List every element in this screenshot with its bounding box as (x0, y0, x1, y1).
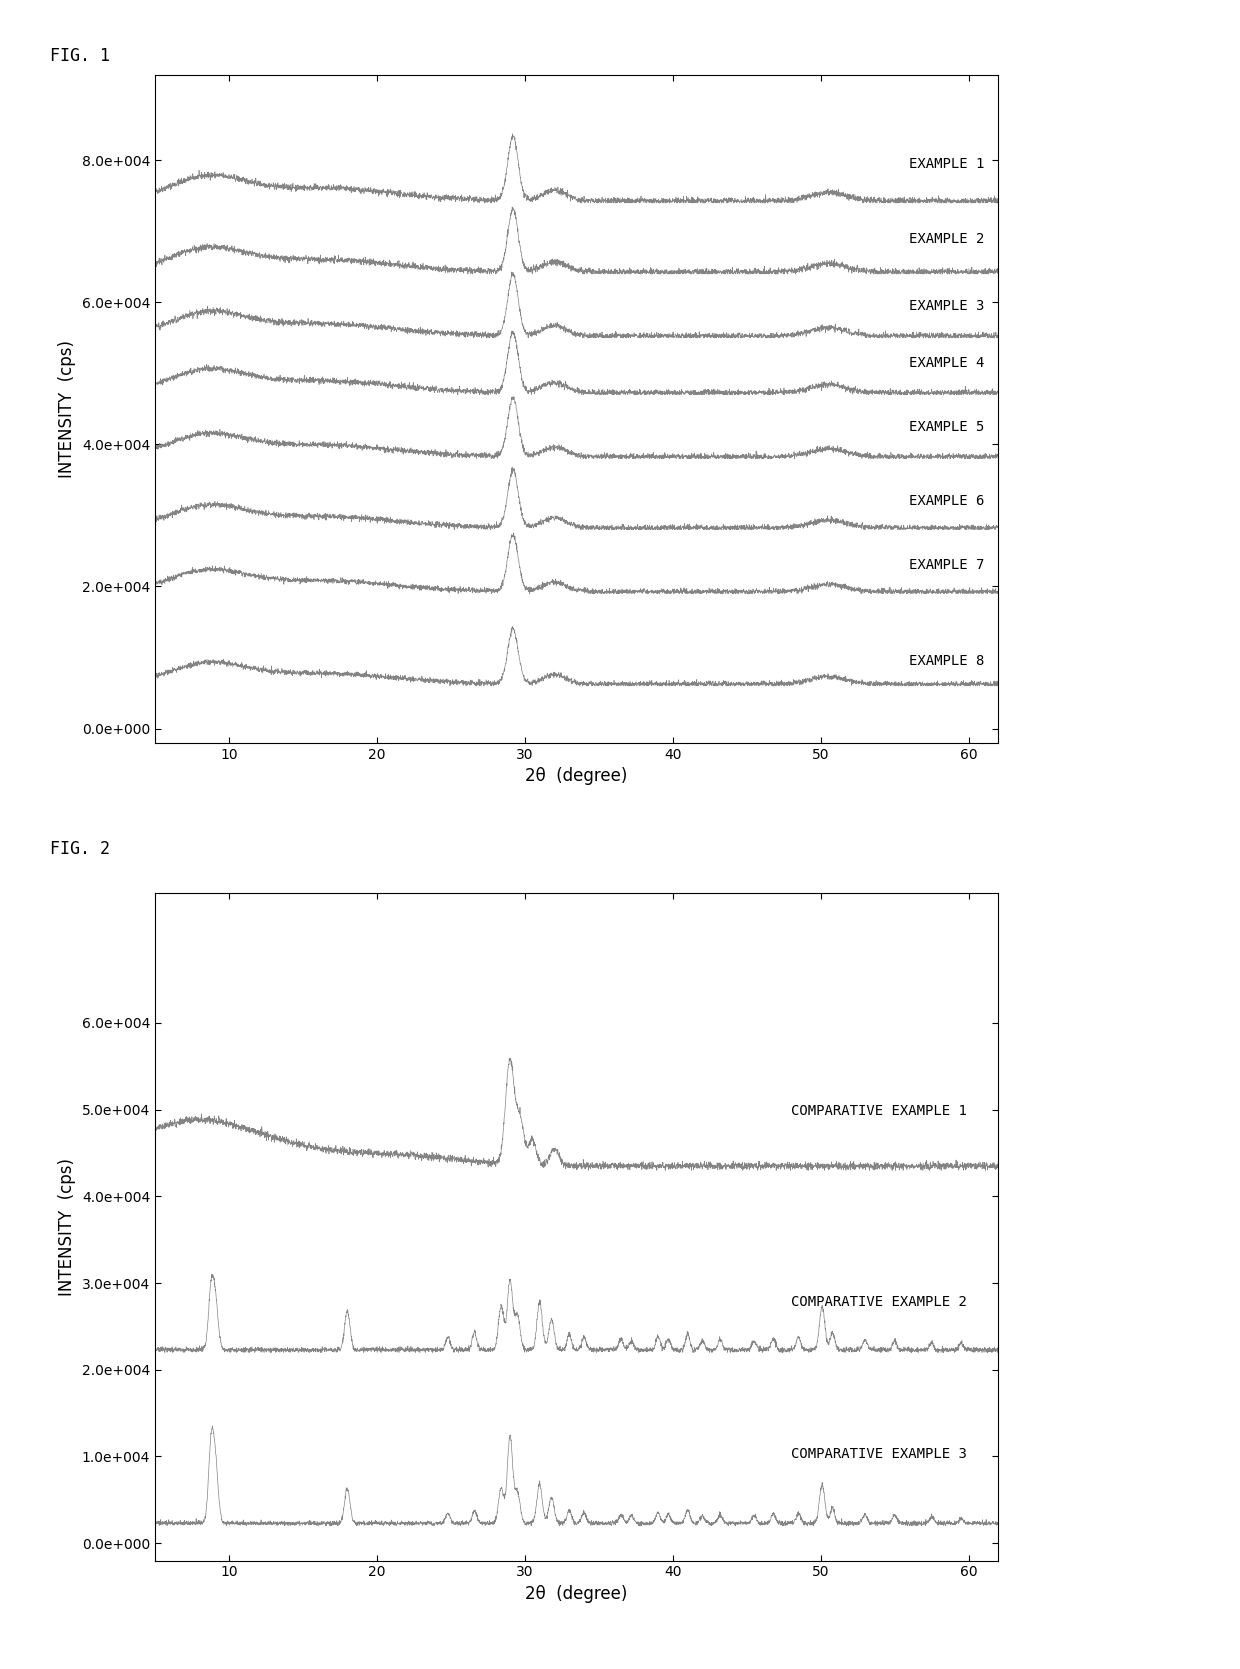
Y-axis label: INTENSITY  (cps): INTENSITY (cps) (58, 1158, 76, 1295)
Text: FIG. 1: FIG. 1 (50, 47, 109, 65)
Text: EXAMPLE 8: EXAMPLE 8 (909, 654, 985, 668)
Text: FIG. 2: FIG. 2 (50, 840, 109, 858)
X-axis label: 2θ  (degree): 2θ (degree) (526, 1586, 627, 1602)
Text: EXAMPLE 2: EXAMPLE 2 (909, 232, 985, 245)
Y-axis label: INTENSITY  (cps): INTENSITY (cps) (58, 340, 76, 477)
Text: EXAMPLE 7: EXAMPLE 7 (909, 557, 985, 572)
Text: EXAMPLE 3: EXAMPLE 3 (909, 299, 985, 314)
Text: EXAMPLE 5: EXAMPLE 5 (909, 421, 985, 434)
Text: EXAMPLE 1: EXAMPLE 1 (909, 157, 985, 170)
Text: COMPARATIVE EXAMPLE 3: COMPARATIVE EXAMPLE 3 (791, 1447, 967, 1460)
Text: COMPARATIVE EXAMPLE 1: COMPARATIVE EXAMPLE 1 (791, 1105, 967, 1118)
Text: EXAMPLE 6: EXAMPLE 6 (909, 494, 985, 509)
X-axis label: 2θ  (degree): 2θ (degree) (526, 768, 627, 784)
Text: COMPARATIVE EXAMPLE 2: COMPARATIVE EXAMPLE 2 (791, 1295, 967, 1308)
Text: EXAMPLE 4: EXAMPLE 4 (909, 355, 985, 371)
